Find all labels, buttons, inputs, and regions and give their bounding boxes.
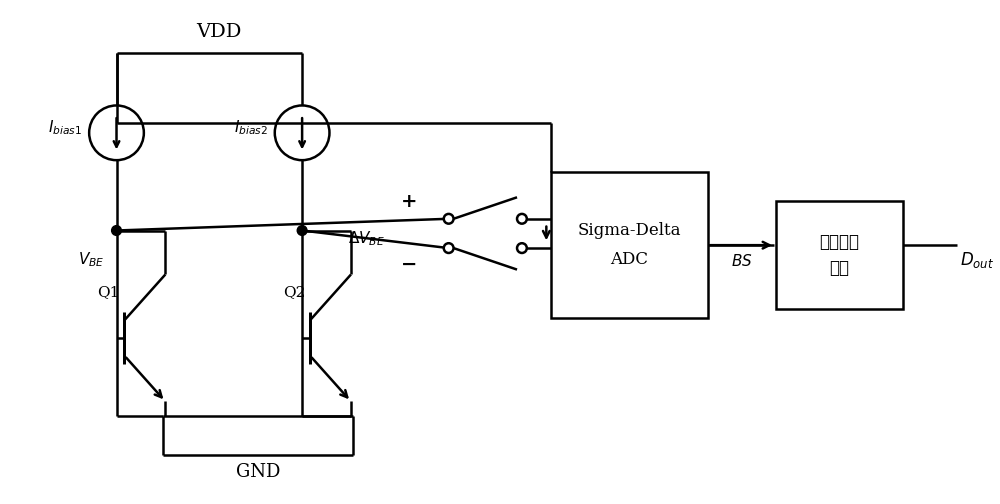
Text: +: + (401, 193, 418, 211)
Text: −: − (401, 256, 418, 274)
Circle shape (517, 243, 527, 253)
Text: $V_{BE}$: $V_{BE}$ (78, 250, 105, 269)
Text: Q1: Q1 (98, 285, 120, 299)
Circle shape (112, 226, 121, 235)
Circle shape (444, 214, 454, 224)
Circle shape (517, 214, 527, 224)
Text: $\Delta V_{BE}$: $\Delta V_{BE}$ (348, 229, 385, 247)
Bar (776, 201, 903, 308)
Text: $I_{bias2}$: $I_{bias2}$ (234, 118, 268, 137)
Bar (551, 172, 708, 319)
Text: Sigma-Delta: Sigma-Delta (578, 222, 681, 239)
Text: $D_{out}$: $D_{out}$ (960, 250, 994, 270)
Text: $BS$: $BS$ (731, 253, 753, 269)
Circle shape (444, 243, 454, 253)
Text: GND: GND (236, 463, 280, 481)
Text: ADC: ADC (610, 251, 648, 268)
Text: VDD: VDD (196, 23, 242, 41)
Circle shape (297, 226, 307, 235)
Text: 降采样滤: 降采样滤 (819, 233, 859, 251)
Text: $I_{bias1}$: $I_{bias1}$ (48, 118, 82, 137)
Text: Q2: Q2 (283, 285, 305, 299)
Text: 波器: 波器 (829, 259, 849, 277)
